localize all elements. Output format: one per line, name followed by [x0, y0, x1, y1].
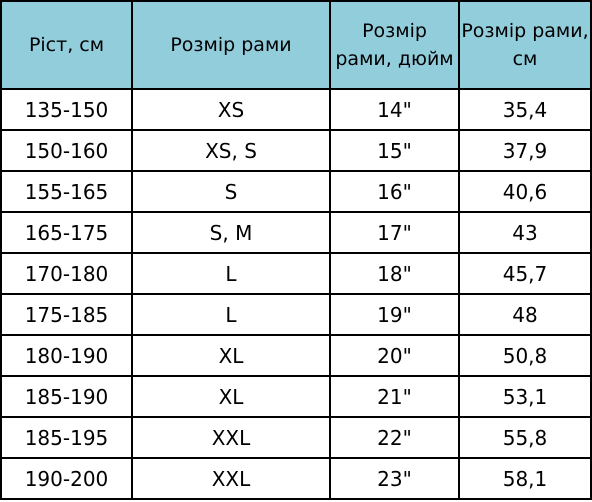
table-row: 185-190 XL 21" 53,1 [0, 375, 592, 418]
cell-frame-size-cm: 45,7 [458, 252, 592, 295]
table-row: 135-150 XS 14" 35,4 [0, 88, 592, 131]
table-row: 185-195 XXL 22" 55,8 [0, 416, 592, 459]
table-body: 135-150 XS 14" 35,4 150-160 XS, S 15" 37,9 155-1… [0, 88, 592, 500]
cell-height: 165-175 [0, 211, 133, 254]
table-row: 165-175 S, M 17" 43 [0, 211, 592, 254]
cell-frame-size-cm: 53,1 [458, 375, 592, 418]
cell-frame-size: XXL [131, 416, 331, 459]
cell-height: 170-180 [0, 252, 133, 295]
cell-frame-size-cm: 58,1 [458, 457, 592, 500]
header-frame-size: Розмір рами [131, 0, 331, 90]
cell-frame-size-inch: 14" [329, 88, 460, 131]
header-frame-size-cm: Розмір рами, см [458, 0, 592, 90]
cell-frame-size-cm: 50,8 [458, 334, 592, 377]
table-row: 150-160 XS, S 15" 37,9 [0, 129, 592, 172]
cell-height: 155-165 [0, 170, 133, 213]
cell-frame-size-inch: 18" [329, 252, 460, 295]
cell-frame-size-inch: 15" [329, 129, 460, 172]
cell-frame-size-inch: 19" [329, 293, 460, 336]
cell-frame-size: XS [131, 88, 331, 131]
cell-frame-size-cm: 37,9 [458, 129, 592, 172]
cell-height: 150-160 [0, 129, 133, 172]
cell-frame-size-cm: 43 [458, 211, 592, 254]
table-row: 155-165 S 16" 40,6 [0, 170, 592, 213]
table-row: 180-190 XL 20" 50,8 [0, 334, 592, 377]
cell-frame-size-cm: 48 [458, 293, 592, 336]
cell-frame-size-inch: 17" [329, 211, 460, 254]
header-height: Ріст, см [0, 0, 133, 90]
cell-frame-size-cm: 40,6 [458, 170, 592, 213]
table-row: 175-185 L 19" 48 [0, 293, 592, 336]
cell-height: 185-190 [0, 375, 133, 418]
cell-frame-size: XS, S [131, 129, 331, 172]
cell-height: 190-200 [0, 457, 133, 500]
cell-frame-size: S, M [131, 211, 331, 254]
cell-height: 135-150 [0, 88, 133, 131]
table-row: 170-180 L 18" 45,7 [0, 252, 592, 295]
cell-frame-size: XL [131, 375, 331, 418]
cell-frame-size: XL [131, 334, 331, 377]
header-row: Ріст, см Розмір рами Розмір рами, дюйм Р… [0, 0, 592, 90]
cell-frame-size: S [131, 170, 331, 213]
cell-frame-size-inch: 21" [329, 375, 460, 418]
cell-frame-size-cm: 55,8 [458, 416, 592, 459]
cell-frame-size-inch: 16" [329, 170, 460, 213]
cell-frame-size: L [131, 252, 331, 295]
cell-height: 175-185 [0, 293, 133, 336]
cell-frame-size-inch: 22" [329, 416, 460, 459]
cell-frame-size-inch: 20" [329, 334, 460, 377]
cell-height: 185-195 [0, 416, 133, 459]
cell-frame-size-cm: 35,4 [458, 88, 592, 131]
table-header: Ріст, см Розмір рами Розмір рами, дюйм Р… [0, 0, 592, 90]
cell-frame-size-inch: 23" [329, 457, 460, 500]
header-frame-size-inch: Розмір рами, дюйм [329, 0, 460, 90]
cell-height: 180-190 [0, 334, 133, 377]
cell-frame-size: XXL [131, 457, 331, 500]
cell-frame-size: L [131, 293, 331, 336]
table-row: 190-200 XXL 23" 58,1 [0, 457, 592, 500]
